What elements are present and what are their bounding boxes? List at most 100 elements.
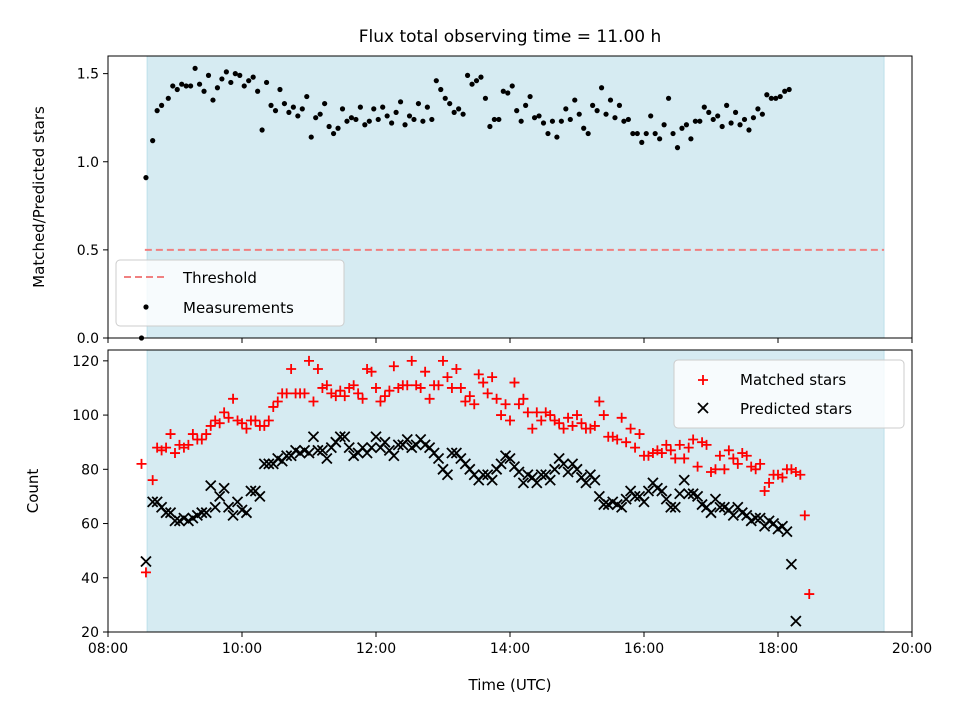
matched-star-point	[281, 388, 292, 399]
measurement-point	[366, 118, 372, 124]
measurement-point	[375, 116, 381, 123]
matched-star-point	[750, 464, 761, 475]
matched-star-point	[612, 434, 623, 445]
measurement-point	[755, 106, 761, 112]
matched-star-point	[804, 589, 815, 600]
measurement-point	[447, 100, 453, 107]
matched-star-point	[621, 437, 632, 448]
predicted-star-point	[312, 444, 324, 456]
predicted-star-point	[169, 515, 181, 527]
measurement-point	[299, 106, 305, 112]
matched-star-point	[424, 393, 435, 404]
predicted-star-point	[513, 466, 525, 478]
matched-star-point	[714, 450, 725, 461]
measurement-point	[724, 102, 730, 108]
matched-star-point	[554, 418, 565, 429]
measurement-point	[773, 95, 779, 101]
measurement-point	[737, 122, 743, 128]
measurement-point	[339, 106, 346, 112]
predicted-star-point	[714, 501, 726, 513]
predicted-star-point	[240, 507, 253, 519]
matched-star-point	[223, 412, 234, 423]
measurement-point	[652, 130, 658, 137]
matched-star-point	[665, 445, 676, 456]
matched-star-point	[375, 396, 386, 407]
predicted-star-point	[196, 507, 208, 519]
predicted-star-point	[334, 431, 346, 443]
matched-star-point	[478, 377, 489, 388]
matched-star-point	[723, 445, 734, 456]
matched-star-point	[308, 396, 319, 407]
matched-star-point	[522, 407, 533, 418]
predicted-star-point	[669, 501, 681, 513]
predicted-star-point	[638, 496, 650, 508]
predicted-star-point	[258, 458, 270, 470]
y-axis-label: Matched/Predicted stars	[30, 106, 48, 288]
matched-star-point	[701, 439, 712, 450]
predicted-star-point	[598, 498, 610, 511]
measurement-point	[322, 100, 328, 107]
matched-star-point	[500, 399, 511, 410]
measurement-point	[567, 116, 573, 123]
matched-star-point	[433, 380, 444, 391]
measurement-point	[442, 95, 448, 101]
measurement-point	[255, 88, 261, 94]
series-measurements	[138, 65, 792, 341]
matched-star-point	[263, 415, 274, 426]
predicted-star-point	[660, 493, 672, 505]
matched-star-point	[353, 388, 364, 399]
measurement-point	[500, 88, 506, 94]
x-axis-label: Time (UTC)	[468, 676, 552, 694]
legend-predicted-label: Predicted stars	[740, 400, 852, 418]
chart-title: Flux total observing time = 11.00 h	[359, 27, 662, 47]
predicted-star-point	[629, 490, 641, 503]
measurement-point	[554, 134, 560, 140]
matched-star-point	[563, 412, 574, 423]
matched-star-point	[339, 391, 350, 402]
measurement-point	[491, 116, 497, 123]
matched-star-point	[473, 369, 484, 380]
predicted-star-point	[446, 447, 458, 459]
measurement-point	[219, 76, 225, 82]
matched-star-point	[237, 418, 247, 429]
measurement-point	[214, 85, 221, 91]
predicted-star-point	[535, 469, 547, 481]
measurement-point	[402, 122, 408, 128]
matched-star-point	[531, 407, 542, 418]
measurement-point	[590, 102, 596, 108]
measurement-point	[607, 97, 614, 103]
measurement-point	[527, 93, 533, 100]
measurement-point	[223, 69, 229, 75]
matched-star-point	[446, 382, 457, 393]
measurement-point	[344, 118, 350, 124]
y-tick-label: 1.5	[77, 67, 99, 83]
predicted-star-point	[254, 490, 266, 503]
measurement-point	[393, 109, 399, 115]
measurement-point	[308, 134, 314, 140]
measurement-point	[192, 65, 198, 71]
measurement-point	[509, 83, 515, 89]
measurement-point	[433, 78, 439, 84]
matched-star-point	[259, 420, 270, 431]
measurement-point	[304, 93, 310, 100]
measurement-point	[357, 104, 363, 110]
matched-star-point	[674, 439, 685, 450]
predicted-star-point	[544, 474, 556, 486]
measurement-point	[764, 92, 770, 98]
measurement-point	[348, 115, 355, 121]
predicted-star-point	[214, 490, 226, 503]
measurement-point	[165, 95, 171, 101]
measurement-point	[154, 108, 160, 114]
x-tick-label: 18:00	[758, 641, 798, 657]
measurement-point	[228, 79, 234, 86]
predicted-star-point	[365, 441, 378, 454]
measurement-point	[741, 116, 748, 123]
measurement-point	[531, 115, 538, 121]
x-tick-label: 20:00	[892, 641, 932, 657]
matched-star-point	[366, 366, 377, 377]
legend	[673, 359, 905, 429]
measurement-point	[241, 83, 247, 89]
matched-star-point	[170, 448, 180, 459]
predicted-star-point	[709, 493, 722, 505]
measurement-point	[188, 83, 194, 89]
